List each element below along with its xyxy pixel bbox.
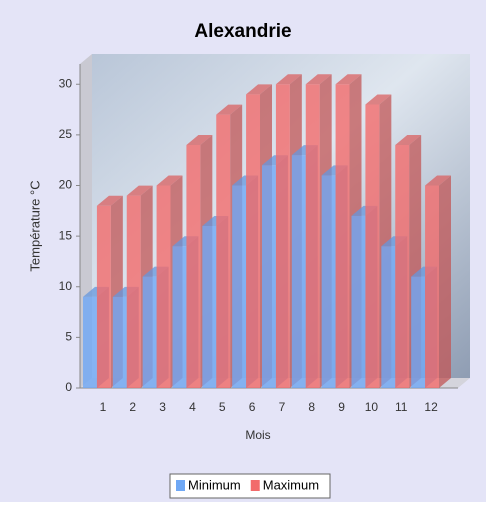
x-axis-title: Mois bbox=[245, 428, 270, 442]
x-tick-label: 1 bbox=[100, 400, 107, 414]
legend-swatch bbox=[250, 480, 260, 491]
y-tick-label: 30 bbox=[59, 76, 73, 90]
bar-top bbox=[126, 185, 153, 196]
bar-top bbox=[96, 195, 123, 206]
bar bbox=[275, 84, 290, 388]
bar bbox=[96, 205, 111, 388]
bar bbox=[351, 215, 366, 388]
bar bbox=[335, 84, 350, 388]
bar bbox=[246, 94, 260, 388]
legend-label: Minimum bbox=[188, 477, 241, 492]
bar bbox=[365, 104, 380, 388]
legend bbox=[169, 473, 331, 499]
bar bbox=[381, 246, 396, 388]
bar bbox=[232, 185, 247, 388]
x-tick-label: 12 bbox=[424, 400, 438, 414]
legend-swatch bbox=[176, 480, 185, 491]
y-tick-label: 25 bbox=[59, 127, 73, 141]
bar-top bbox=[335, 74, 362, 85]
y-tick-label: 10 bbox=[59, 279, 73, 293]
x-tick-label: 9 bbox=[338, 400, 345, 414]
x-tick-label: 4 bbox=[189, 400, 196, 414]
bar bbox=[425, 185, 439, 388]
x-tick-label: 11 bbox=[395, 400, 408, 414]
bar bbox=[395, 145, 410, 388]
bar bbox=[186, 145, 201, 388]
x-tick-label: 3 bbox=[159, 400, 166, 414]
x-tick-label: 6 bbox=[249, 400, 256, 414]
bar bbox=[112, 296, 127, 388]
bar-top bbox=[246, 84, 272, 95]
bar-top bbox=[365, 94, 392, 105]
x-tick-label: 10 bbox=[365, 400, 379, 414]
x-tick-label: 8 bbox=[308, 400, 315, 414]
bar-top bbox=[216, 104, 243, 115]
bar-side bbox=[439, 175, 451, 388]
bar bbox=[305, 84, 320, 388]
bar bbox=[321, 175, 336, 388]
bar bbox=[172, 246, 187, 388]
bar-top bbox=[305, 74, 332, 85]
bar bbox=[126, 195, 141, 388]
bar bbox=[291, 155, 306, 388]
y-axis-title: Température °C bbox=[27, 180, 42, 271]
bar-top bbox=[425, 175, 451, 186]
bar bbox=[216, 114, 231, 388]
bar-top bbox=[156, 175, 183, 186]
x-tick-label: 7 bbox=[279, 400, 286, 414]
bar bbox=[202, 226, 217, 388]
y-tick-label: 0 bbox=[65, 380, 72, 394]
bar-top bbox=[275, 74, 302, 85]
bar bbox=[156, 185, 171, 388]
bar bbox=[83, 296, 97, 388]
bar bbox=[411, 276, 426, 388]
chart-title: Alexandrie bbox=[194, 21, 291, 42]
y-tick-label: 5 bbox=[65, 330, 72, 344]
bar bbox=[142, 276, 157, 388]
x-tick-label: 5 bbox=[219, 400, 226, 414]
y-tick-label: 20 bbox=[59, 178, 73, 192]
bar-top bbox=[395, 135, 422, 145]
legend-label: Maximum bbox=[263, 477, 319, 492]
y-tick-label: 15 bbox=[59, 228, 73, 242]
bar-top bbox=[186, 135, 213, 145]
bar bbox=[262, 165, 276, 388]
x-tick-label: 2 bbox=[129, 400, 136, 414]
